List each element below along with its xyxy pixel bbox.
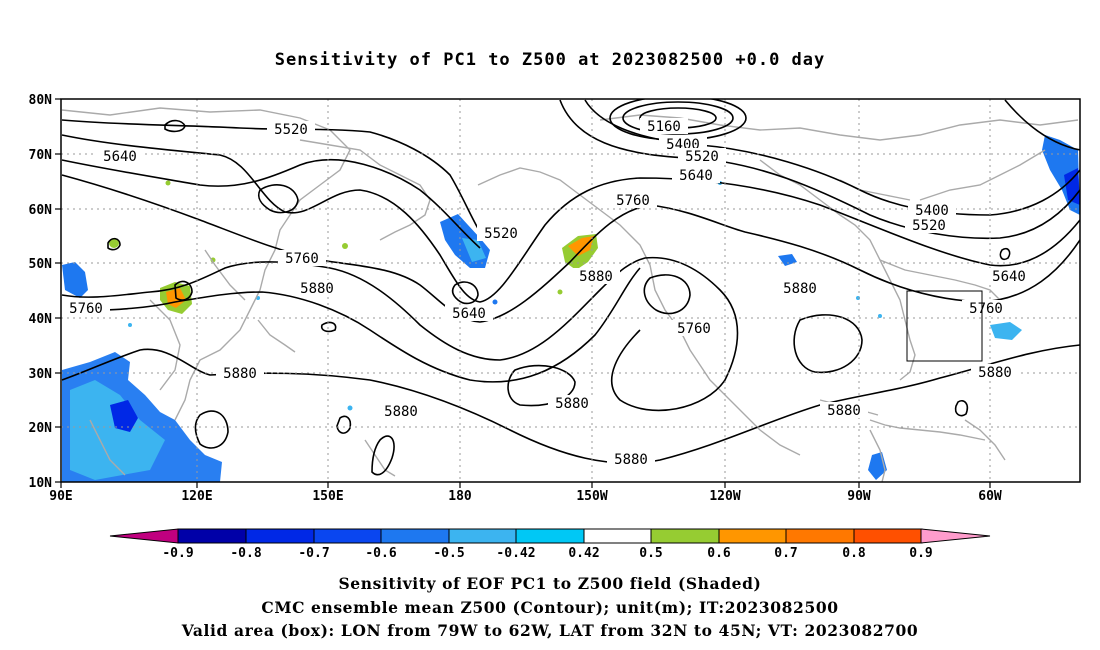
- sensitivity-map: 5160 5400 5400 5520 5520 5520 5520 5640 …: [29, 93, 1081, 561]
- colorbar-label: 0.9: [909, 546, 932, 561]
- contour-label: 5880: [614, 452, 648, 468]
- contour-label: 5400: [915, 203, 949, 219]
- colorbar-segment: [245, 528, 315, 544]
- lat-label: 40N: [29, 312, 53, 327]
- lat-label: 50N: [29, 257, 53, 272]
- plot-frame: [60, 98, 1081, 483]
- lat-label: 30N: [29, 367, 53, 382]
- contour-label: 5760: [285, 251, 319, 267]
- z500-contours: [61, 99, 1080, 476]
- contour-label: 5520: [685, 149, 719, 165]
- pos-patch-mid-orange: [568, 236, 594, 256]
- contour-label: 5640: [992, 269, 1026, 285]
- colorbar-label: -0.9: [162, 546, 193, 561]
- contour-label: 5760: [616, 193, 650, 209]
- contour-label: 5880: [827, 403, 861, 419]
- colorbar-label: -0.7: [298, 546, 329, 561]
- neg-patch-sw-dark: [110, 400, 138, 432]
- plot-title: Sensitivity of PC1 to Z500 at 2023082500…: [274, 50, 826, 70]
- contour-label: 5880: [978, 365, 1012, 381]
- contour-label: 5880: [555, 396, 589, 412]
- contour-label: 5520: [912, 218, 946, 234]
- contour-label: 5880: [579, 269, 613, 285]
- colorbar-low-triangle: [109, 528, 179, 544]
- colorbar-segment: [718, 528, 787, 544]
- lat-label: 70N: [29, 148, 53, 163]
- colorbar-high-triangle: [920, 528, 991, 544]
- contour-label: 5520: [484, 226, 518, 242]
- contour-label: 5880: [300, 281, 334, 297]
- contour-label: 5160: [647, 119, 681, 135]
- neg-patch-dateline-light: [462, 238, 486, 262]
- colorbar-label: 0.8: [842, 546, 866, 561]
- lon-label: 120W: [709, 489, 740, 504]
- colorbar-label: 0.7: [774, 546, 797, 561]
- sensitivity-shading: [62, 135, 1080, 482]
- contour-label: 5520: [274, 122, 308, 138]
- contour-label: 5640: [452, 306, 486, 322]
- lon-label: 60W: [978, 489, 1002, 504]
- neg-patch-gulf: [778, 254, 797, 266]
- lon-label: 120E: [181, 489, 212, 504]
- colorbar-segment: [380, 528, 450, 544]
- lon-label: 180: [448, 489, 472, 504]
- colorbar-segment: [515, 528, 585, 544]
- contour-label: 5760: [969, 301, 1003, 317]
- lat-label: 20N: [29, 421, 53, 436]
- contour-label: 5880: [384, 404, 418, 420]
- contour-label: 5760: [69, 301, 103, 317]
- lon-label: 150E: [312, 489, 343, 504]
- contour-5400: [584, 99, 1080, 216]
- contour-5520-west: [61, 119, 481, 233]
- contour-5640: [61, 134, 1080, 303]
- lon-label: 150W: [576, 489, 607, 504]
- lat-label: 60N: [29, 203, 53, 218]
- colorbar-segment: [313, 528, 382, 544]
- valid-area-box: [906, 290, 983, 362]
- caption-contour: CMC ensemble mean Z500 (Contour); unit(m…: [261, 598, 839, 617]
- contour-5760-hi: [61, 158, 481, 249]
- contour-label: 5760: [677, 321, 711, 337]
- colorbar-segment: [448, 528, 517, 544]
- colorbar: [109, 528, 991, 544]
- contour-label: 5640: [679, 168, 713, 184]
- neg-patch-west: [62, 262, 88, 298]
- colorbar-segment: [853, 528, 922, 544]
- contour-5520: [559, 99, 1080, 240]
- lat-labels: 80N 70N 60N 50N 40N 30N 20N 10N: [29, 93, 53, 491]
- caption-valid-area: Valid area (box): LON from 79W to 62W, L…: [181, 621, 919, 640]
- neg-patch-atlantic: [990, 322, 1022, 340]
- colorbar-label: 0.5: [639, 546, 662, 561]
- tick-marks: [55, 98, 991, 488]
- colorbar-label: 0.6: [707, 546, 731, 561]
- coastlines: [61, 107, 1079, 482]
- colorbar-segment: [583, 528, 652, 544]
- contour-5880: [61, 256, 739, 412]
- lon-label: 90E: [49, 489, 72, 504]
- lon-labels: 90E 120E 150E 180 150W 120W 90W 60W: [49, 489, 1002, 504]
- contour-label-group: 5160 5400 5400 5520 5520 5520 5520 5640 …: [62, 118, 1033, 468]
- colorbar-labels: -0.9 -0.8 -0.7 -0.6 -0.5 -0.42 0.42 0.5 …: [162, 546, 932, 561]
- neg-patch-sw-light: [70, 380, 165, 480]
- colorbar-label: -0.42: [496, 546, 535, 561]
- colorbar-segment: [177, 528, 247, 544]
- lat-label: 80N: [29, 93, 53, 108]
- contour-label: 5880: [223, 366, 257, 382]
- colorbar-label: -0.8: [230, 546, 261, 561]
- contour-label: 5640: [103, 149, 137, 165]
- lon-label: 90W: [847, 489, 871, 504]
- colorbar-label: 0.42: [568, 546, 599, 561]
- colorbar-segment: [650, 528, 720, 544]
- contour-label: 5880: [783, 281, 817, 297]
- contour-5760: [61, 174, 1080, 323]
- lat-label: 10N: [29, 476, 53, 491]
- colorbar-segment: [785, 528, 855, 544]
- colorbar-label: -0.5: [433, 546, 464, 561]
- colorbar-label: -0.6: [365, 546, 396, 561]
- caption-shading: Sensitivity of EOF PC1 to Z500 field (Sh…: [338, 574, 762, 593]
